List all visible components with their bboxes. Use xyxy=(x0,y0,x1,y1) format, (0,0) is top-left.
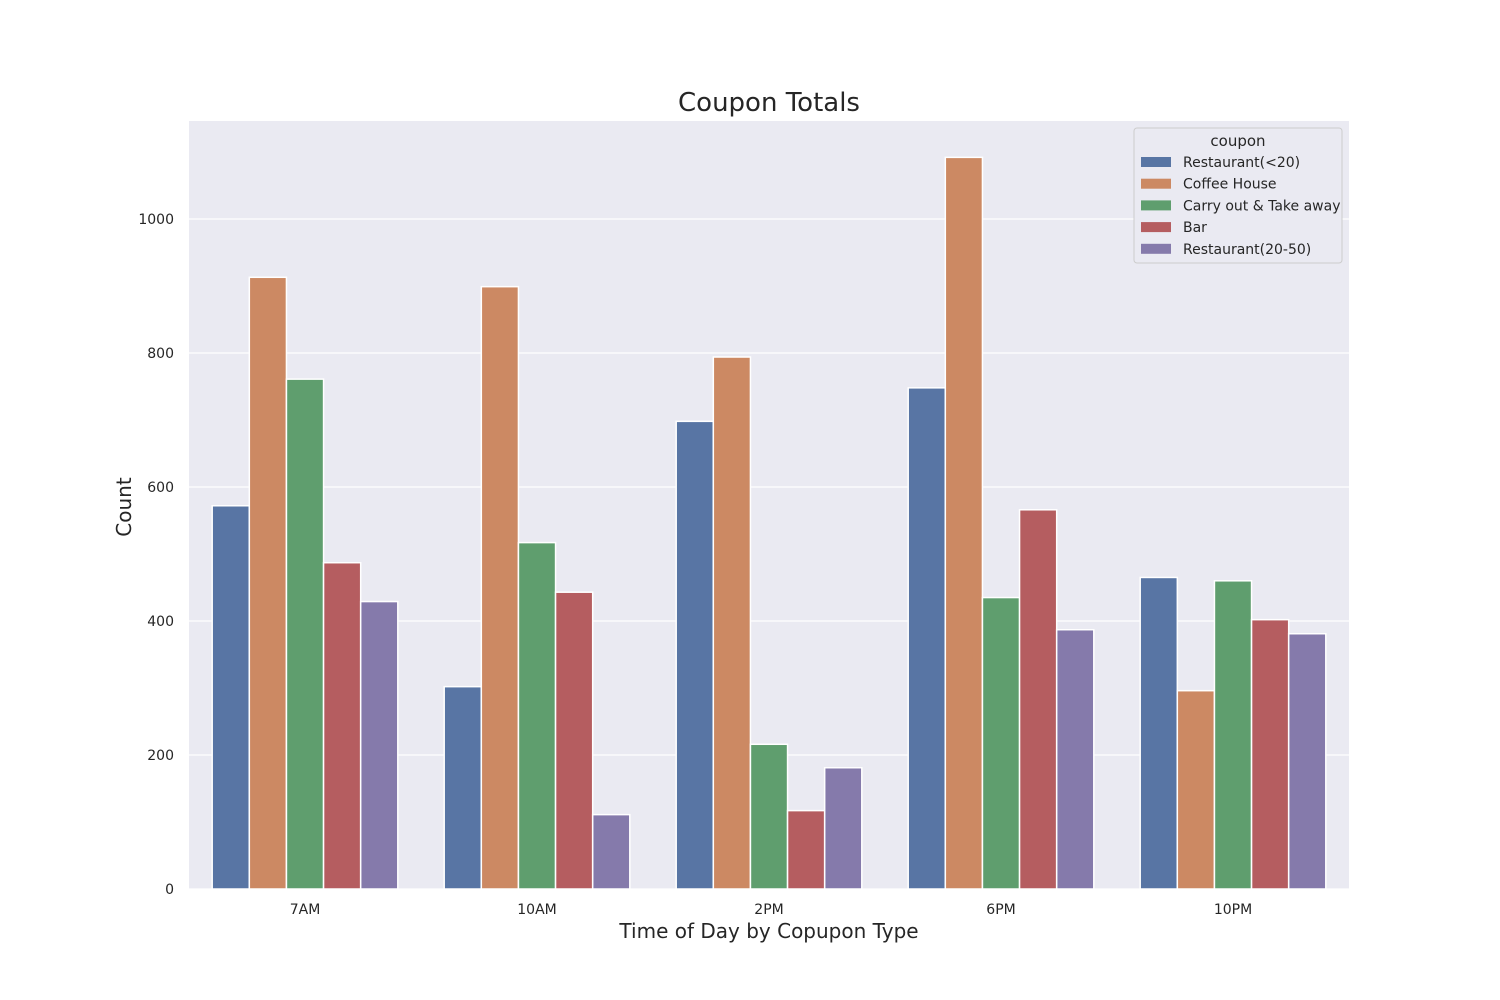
y-tick-label: 200 xyxy=(147,748,174,764)
y-tick-label: 0 xyxy=(165,882,174,898)
x-axis-title: Time of Day by Copupon Type xyxy=(618,919,918,943)
bar-7AM-Bar xyxy=(322,561,362,890)
bar-10AM-Carry out & Take away xyxy=(517,541,557,890)
y-tick-label: 1000 xyxy=(138,212,174,228)
y-tick-label: 600 xyxy=(147,480,174,496)
bar-6PM-Bar xyxy=(1018,509,1058,890)
bar-10AM-Restaurant(<20) xyxy=(443,685,483,890)
x-tick-label: 6PM xyxy=(986,902,1015,918)
legend: coupon Restaurant(<20) Coffee House Carry … xyxy=(1133,127,1343,264)
bar-7AM-Restaurant(20-50) xyxy=(359,600,399,890)
chart-title: Coupon Totals xyxy=(678,88,860,118)
x-tick-label: 2PM xyxy=(754,902,783,918)
y-axis-title: Count xyxy=(112,477,136,537)
bar-7AM-Restaurant(<20) xyxy=(211,505,251,890)
bar-2PM-Restaurant(<20) xyxy=(675,420,715,890)
legend-swatch xyxy=(1141,157,1171,167)
y-tick-label: 800 xyxy=(147,346,174,362)
bar-6PM-Restaurant(20-50) xyxy=(1055,628,1095,890)
bar-10PM-Restaurant(<20) xyxy=(1139,576,1179,890)
bar-10PM-Carry out & Take away xyxy=(1213,580,1253,890)
bar-6PM-Coffee House xyxy=(944,156,984,890)
legend-swatch xyxy=(1141,178,1171,189)
bar-7AM-Carry out & Take away xyxy=(285,378,325,890)
bar-2PM-Restaurant(20-50) xyxy=(823,766,863,890)
legend-swatch xyxy=(1141,200,1171,211)
bar-10AM-Restaurant(20-50) xyxy=(591,813,631,890)
legend-label: Carry out & Take away xyxy=(1183,198,1340,214)
bar-2PM-Carry out & Take away xyxy=(749,743,789,890)
legend-label: Restaurant(20-50) xyxy=(1183,242,1311,258)
legend-label: Bar xyxy=(1183,220,1207,236)
bar-10AM-Bar xyxy=(554,591,594,890)
bar-2PM-Coffee House xyxy=(712,356,752,890)
bar-6PM-Restaurant(<20) xyxy=(907,387,947,890)
bar-10PM-Coffee House xyxy=(1176,689,1216,890)
y-tick-label: 400 xyxy=(147,614,174,630)
legend-label: Coffee House xyxy=(1183,177,1277,193)
bar-7AM-Coffee House xyxy=(248,276,288,890)
legend-swatch xyxy=(1141,222,1171,233)
bar-2PM-Bar xyxy=(786,809,826,890)
bar-10AM-Coffee House xyxy=(480,285,520,890)
y-tick-labels: 0 200 400 600 800 1000 xyxy=(138,212,174,898)
legend-box xyxy=(1133,127,1343,264)
x-tick-label: 10AM xyxy=(517,902,556,918)
legend-title: coupon xyxy=(1210,132,1265,150)
bars xyxy=(211,156,1327,890)
bar-10PM-Bar xyxy=(1250,618,1290,890)
x-tick-label: 7AM xyxy=(290,902,321,918)
bar-6PM-Carry out & Take away xyxy=(981,596,1021,890)
legend-label: Restaurant(<20) xyxy=(1183,155,1300,171)
x-tick-labels: 7AM 10AM 2PM 6PM 10PM xyxy=(290,902,1252,918)
bar-10PM-Restaurant(20-50) xyxy=(1287,632,1327,890)
x-tick-label: 10PM xyxy=(1214,902,1252,918)
legend-items: Restaurant(<20) Coffee House Carry out & T… xyxy=(1141,155,1340,258)
legend-swatch xyxy=(1141,243,1171,254)
